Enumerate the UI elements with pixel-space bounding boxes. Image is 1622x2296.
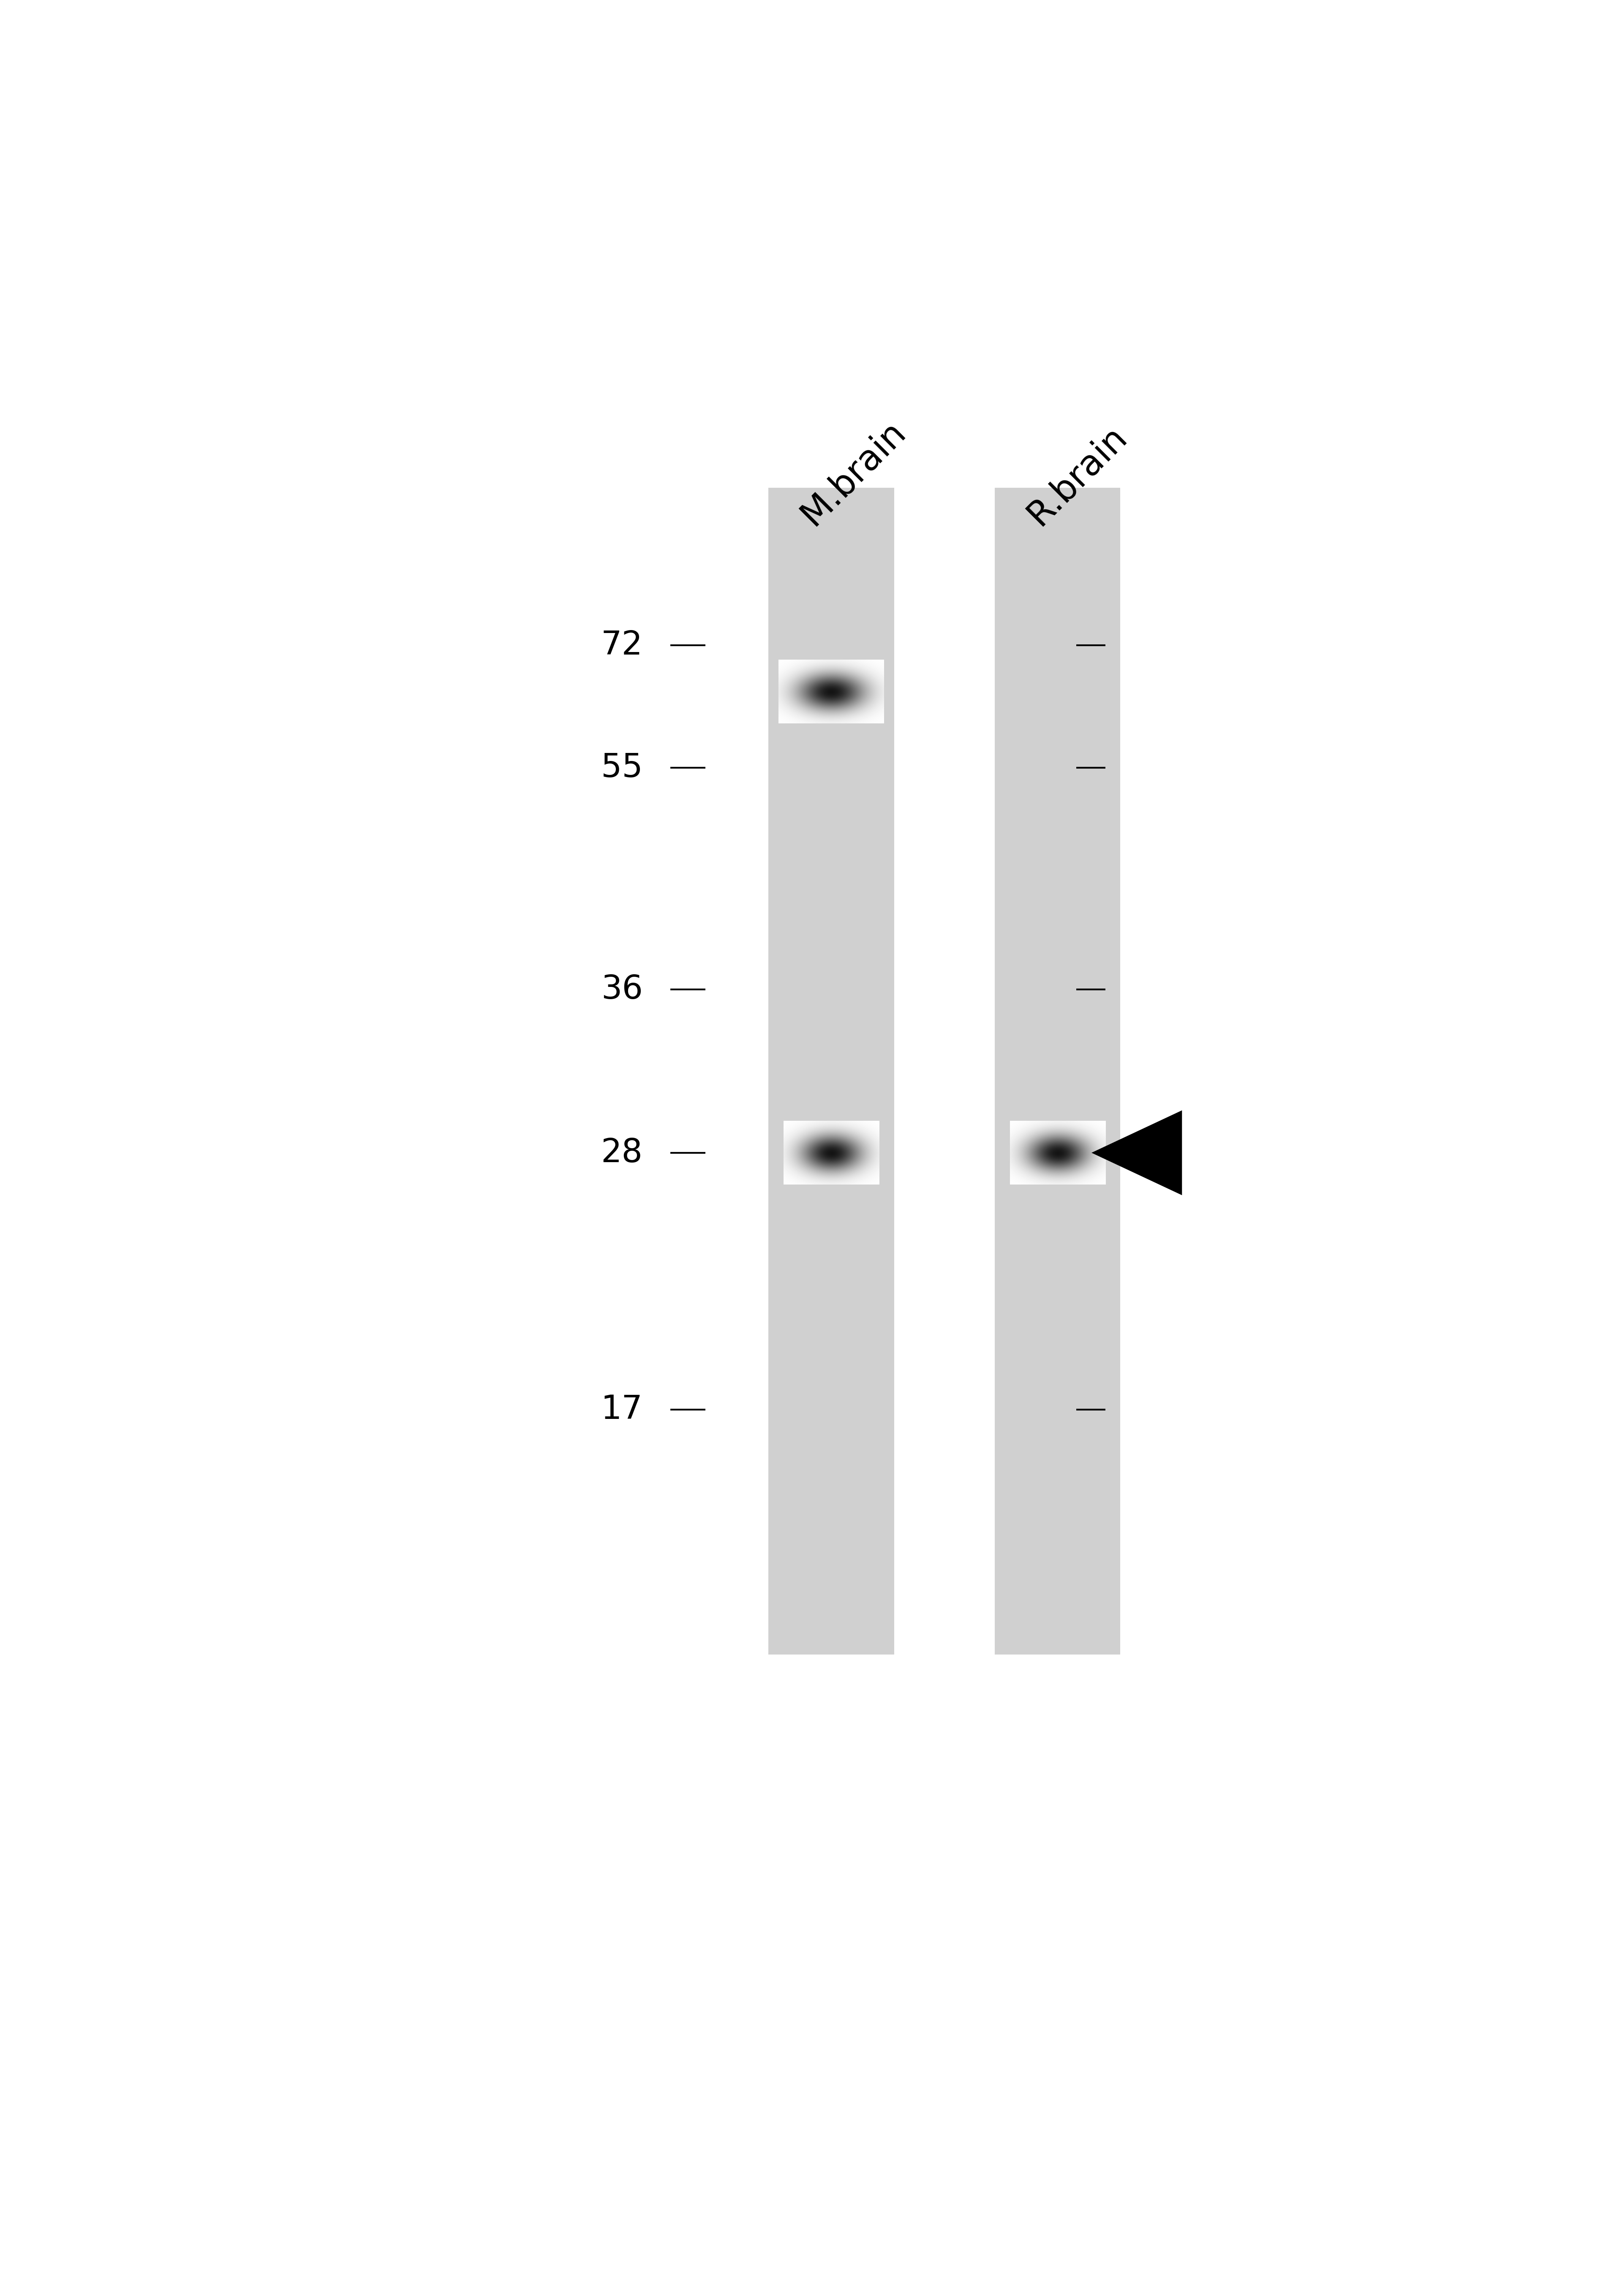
- Text: 72: 72: [600, 629, 642, 661]
- Text: 17: 17: [602, 1394, 642, 1426]
- Text: 55: 55: [602, 751, 642, 783]
- Bar: [994, 487, 1121, 1655]
- Polygon shape: [1092, 1111, 1182, 1196]
- Text: R.brain: R.brain: [1020, 420, 1134, 533]
- Text: M.brain: M.brain: [795, 413, 912, 533]
- Text: 28: 28: [600, 1137, 642, 1169]
- Bar: [769, 487, 894, 1655]
- Text: 36: 36: [602, 974, 642, 1006]
